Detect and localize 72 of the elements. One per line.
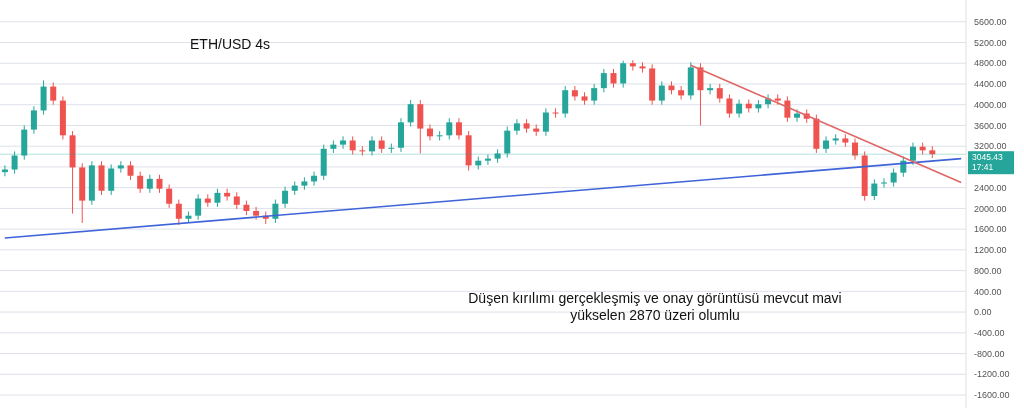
- candlestick: [484, 153, 491, 166]
- candlestick: [900, 156, 907, 178]
- y-tick-label: -400.00: [974, 328, 1005, 339]
- y-tick-label: 2400.00: [974, 182, 1007, 193]
- y-tick-label: 3200.00: [974, 141, 1007, 152]
- candlestick: [610, 68, 617, 89]
- candlestick: [591, 83, 598, 106]
- candlestick: [272, 199, 279, 224]
- y-tick-label: 1600.00: [974, 224, 1007, 235]
- candlestick: [600, 68, 607, 93]
- candlestick: [195, 193, 202, 221]
- candlestick: [823, 135, 830, 154]
- candlestick: [407, 99, 414, 127]
- candlestick: [214, 188, 221, 208]
- candlestick: [832, 133, 839, 146]
- y-tick-label: 5600.00: [974, 16, 1007, 27]
- candlestick: [156, 174, 163, 194]
- candlestick: [620, 60, 627, 89]
- candlestick: [349, 135, 356, 155]
- candlestick: [117, 160, 124, 174]
- y-tick-label: -800.00: [974, 348, 1005, 359]
- candlestick: [697, 62, 704, 126]
- candlestick: [253, 206, 260, 221]
- candlestick: [571, 85, 578, 102]
- y-tick-label: 3600.00: [974, 120, 1007, 131]
- candlestick: [707, 83, 714, 95]
- candlestick: [871, 178, 878, 201]
- candlestick: [678, 85, 685, 101]
- y-tick-label: -1200.00: [974, 369, 1010, 380]
- candlestick: [30, 105, 37, 135]
- candlestick: [658, 80, 665, 106]
- y-tick-label: 0.00: [974, 307, 992, 318]
- text: ETH/USD 4s: [190, 36, 271, 52]
- candlestick: [11, 150, 18, 175]
- candlestick: [639, 61, 646, 74]
- candlestick: [359, 145, 366, 157]
- candlestick: [852, 137, 859, 161]
- candlestick: [146, 174, 153, 194]
- ref-line-label: 3045.43 17:41: [972, 152, 1003, 173]
- y-tick-label: 400.00: [974, 286, 1002, 297]
- candlestick: [446, 117, 453, 140]
- y-tick-label: 2000.00: [974, 203, 1007, 214]
- y-tick-label: 1200.00: [974, 245, 1007, 256]
- candlestick: [166, 184, 173, 209]
- candlestick: [340, 135, 347, 150]
- candlestick: [455, 117, 462, 140]
- candlestick: [40, 79, 47, 116]
- y-tick-label: 4000.00: [974, 99, 1007, 110]
- y-tick-label: 5200.00: [974, 37, 1007, 48]
- candlestick: [50, 81, 57, 106]
- candlestick: [504, 126, 511, 159]
- candlestick: [736, 99, 743, 119]
- candlestick: [542, 107, 549, 137]
- candlestick: [562, 85, 569, 119]
- candlestick: [890, 167, 897, 188]
- y-tick-label: 4400.00: [974, 79, 1007, 90]
- y-tick-label: 4800.00: [974, 58, 1007, 69]
- candlestick: [726, 93, 733, 119]
- candlestick: [282, 186, 289, 209]
- candlestick: [880, 177, 887, 189]
- candlestick: [716, 83, 723, 104]
- candlestick: [513, 118, 520, 136]
- candlestick: [137, 171, 144, 194]
- candlestick: [794, 108, 801, 123]
- y-tick-label: 800.00: [974, 265, 1002, 276]
- annotation: Düşen kırılımı gerçekleşmiş ve onay görüntüsü mevcut mavi yükselen 2870 üzeri olumlu: [467, 290, 843, 324]
- candlestick: [108, 163, 115, 196]
- candlestick: [369, 135, 376, 157]
- candlestick: [175, 199, 182, 226]
- candlestick: [127, 160, 134, 181]
- candlestick: [909, 142, 916, 166]
- y-tick-label: -1600.00: [974, 390, 1010, 401]
